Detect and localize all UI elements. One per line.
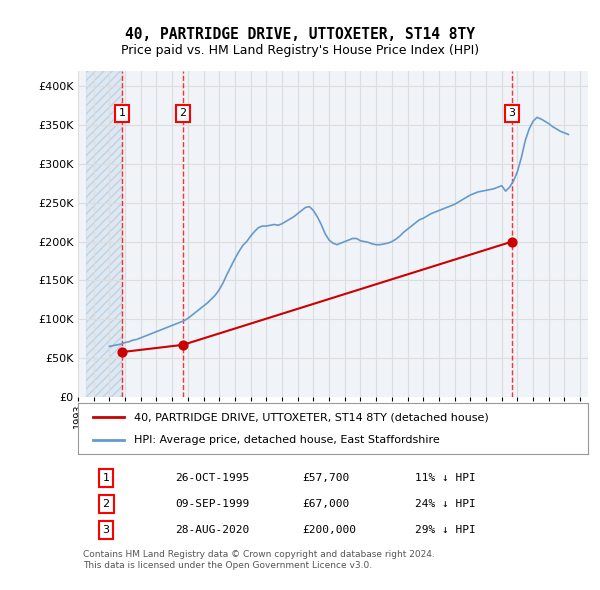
Text: 1: 1 — [103, 473, 110, 483]
Text: 40, PARTRIDGE DRIVE, UTTOXETER, ST14 8TY: 40, PARTRIDGE DRIVE, UTTOXETER, ST14 8TY — [125, 27, 475, 41]
Text: 2: 2 — [103, 499, 110, 509]
Text: 09-SEP-1999: 09-SEP-1999 — [175, 499, 249, 509]
Text: 24% ↓ HPI: 24% ↓ HPI — [415, 499, 475, 509]
Text: 11% ↓ HPI: 11% ↓ HPI — [415, 473, 475, 483]
Text: 3: 3 — [509, 108, 515, 118]
Text: £67,000: £67,000 — [302, 499, 350, 509]
Text: 26-OCT-1995: 26-OCT-1995 — [175, 473, 249, 483]
Text: £200,000: £200,000 — [302, 525, 356, 535]
Text: HPI: Average price, detached house, East Staffordshire: HPI: Average price, detached house, East… — [134, 435, 440, 445]
Point — [178, 340, 188, 349]
Text: Contains HM Land Registry data © Crown copyright and database right 2024.
This d: Contains HM Land Registry data © Crown c… — [83, 550, 435, 570]
Text: Price paid vs. HM Land Registry's House Price Index (HPI): Price paid vs. HM Land Registry's House … — [121, 44, 479, 57]
Text: 29% ↓ HPI: 29% ↓ HPI — [415, 525, 475, 535]
Text: £57,700: £57,700 — [302, 473, 350, 483]
Bar — [86, 71, 122, 397]
Bar — [86, 71, 122, 397]
Point — [118, 348, 127, 357]
Text: 40, PARTRIDGE DRIVE, UTTOXETER, ST14 8TY (detached house): 40, PARTRIDGE DRIVE, UTTOXETER, ST14 8TY… — [134, 412, 489, 422]
Text: 2: 2 — [179, 108, 187, 118]
Text: 1: 1 — [119, 108, 126, 118]
Text: 3: 3 — [103, 525, 110, 535]
Text: 28-AUG-2020: 28-AUG-2020 — [175, 525, 249, 535]
Point — [507, 237, 517, 246]
